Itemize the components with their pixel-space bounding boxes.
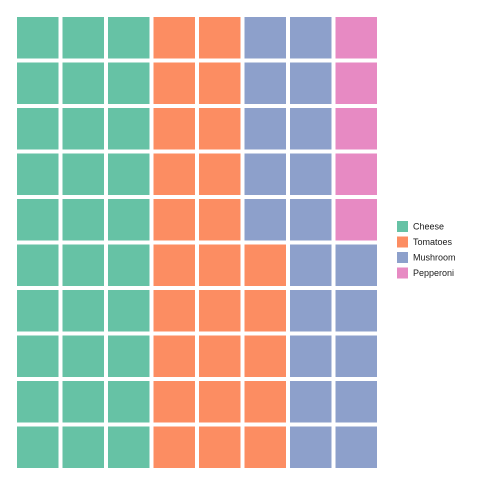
waffle-tile-cheese <box>17 153 59 195</box>
waffle-tile-tomatoes <box>153 290 195 332</box>
waffle-tile-tomatoes <box>153 108 195 150</box>
waffle-tile-cheese <box>62 17 104 59</box>
waffle-tile-mushroom <box>290 108 332 150</box>
waffle-tile-mushroom <box>290 381 332 423</box>
waffle-tile-tomatoes <box>153 153 195 195</box>
waffle-tiles <box>17 17 377 468</box>
waffle-tile-pepperoni <box>335 62 377 104</box>
waffle-tile-cheese <box>17 199 59 241</box>
waffle-tile-tomatoes <box>199 199 241 241</box>
waffle-tile-cheese <box>108 108 150 150</box>
waffle-tile-mushroom <box>290 335 332 377</box>
waffle-tile-cheese <box>62 108 104 150</box>
waffle-tile-mushroom <box>290 199 332 241</box>
legend-key-tomatoes <box>397 236 408 248</box>
waffle-tile-cheese <box>17 426 59 468</box>
waffle-tile-mushroom <box>290 153 332 195</box>
waffle-tile-cheese <box>108 335 150 377</box>
waffle-tile-pepperoni <box>335 108 377 150</box>
waffle-tile-cheese <box>108 62 150 104</box>
waffle-tile-mushroom <box>290 290 332 332</box>
waffle-tile-mushroom <box>244 17 286 59</box>
legend-label-mushroom: Mushroom <box>413 253 456 263</box>
waffle-tile-tomatoes <box>199 153 241 195</box>
waffle-tile-tomatoes <box>199 426 241 468</box>
waffle-tile-tomatoes <box>244 426 286 468</box>
waffle-tile-cheese <box>108 244 150 286</box>
waffle-tile-tomatoes <box>153 62 195 104</box>
waffle-tile-tomatoes <box>153 381 195 423</box>
waffle-tile-mushroom <box>244 62 286 104</box>
waffle-tile-mushroom <box>290 17 332 59</box>
waffle-tile-tomatoes <box>244 335 286 377</box>
waffle-tile-cheese <box>108 381 150 423</box>
waffle-tile-mushroom <box>290 426 332 468</box>
waffle-tile-tomatoes <box>244 244 286 286</box>
waffle-tile-cheese <box>108 17 150 59</box>
waffle-tile-cheese <box>62 62 104 104</box>
waffle-tile-mushroom <box>290 244 332 286</box>
waffle-tile-pepperoni <box>335 199 377 241</box>
legend: Cheese Tomatoes Mushroom Pepperoni <box>397 221 456 279</box>
waffle-tile-mushroom <box>335 381 377 423</box>
waffle-tile-cheese <box>62 426 104 468</box>
waffle-tile-tomatoes <box>199 290 241 332</box>
legend-label-pepperoni: Pepperoni <box>413 268 454 278</box>
waffle-tile-mushroom <box>335 426 377 468</box>
waffle-tile-cheese <box>108 153 150 195</box>
waffle-tile-mushroom <box>290 62 332 104</box>
waffle-tile-cheese <box>62 153 104 195</box>
waffle-tile-cheese <box>108 290 150 332</box>
waffle-tile-tomatoes <box>153 426 195 468</box>
legend-key-cheese <box>397 221 408 232</box>
waffle-tile-mushroom <box>244 153 286 195</box>
waffle-tile-cheese <box>17 381 59 423</box>
waffle-tile-tomatoes <box>244 381 286 423</box>
waffle-tile-tomatoes <box>153 335 195 377</box>
legend-label-tomatoes: Tomatoes <box>413 237 453 247</box>
waffle-tile-tomatoes <box>199 335 241 377</box>
waffle-tile-mushroom <box>244 199 286 241</box>
waffle-tile-mushroom <box>244 108 286 150</box>
waffle-tile-tomatoes <box>199 17 241 59</box>
waffle-tile-mushroom <box>335 335 377 377</box>
waffle-tile-cheese <box>62 290 104 332</box>
waffle-tile-cheese <box>62 381 104 423</box>
waffle-tile-tomatoes <box>153 17 195 59</box>
waffle-tile-tomatoes <box>199 62 241 104</box>
waffle-tile-cheese <box>17 290 59 332</box>
waffle-tile-mushroom <box>335 244 377 286</box>
waffle-tile-tomatoes <box>199 381 241 423</box>
legend-key-pepperoni <box>397 267 408 279</box>
waffle-tile-tomatoes <box>199 108 241 150</box>
waffle-tile-cheese <box>108 199 150 241</box>
waffle-tile-pepperoni <box>335 153 377 195</box>
waffle-tile-cheese <box>17 17 59 59</box>
waffle-tile-tomatoes <box>199 244 241 286</box>
waffle-tile-cheese <box>17 62 59 104</box>
waffle-tile-cheese <box>62 244 104 286</box>
waffle-tile-cheese <box>62 199 104 241</box>
waffle-tile-cheese <box>17 108 59 150</box>
legend-label-cheese: Cheese <box>413 222 444 232</box>
waffle-tile-cheese <box>17 335 59 377</box>
waffle-tile-cheese <box>17 244 59 286</box>
waffle-tile-tomatoes <box>153 199 195 241</box>
legend-key-mushroom <box>397 252 408 263</box>
waffle-tile-cheese <box>62 335 104 377</box>
waffle-tile-pepperoni <box>335 17 377 59</box>
waffle-tile-cheese <box>108 426 150 468</box>
waffle-tile-mushroom <box>335 290 377 332</box>
waffle-tile-tomatoes <box>153 244 195 286</box>
waffle-tile-tomatoes <box>244 290 286 332</box>
